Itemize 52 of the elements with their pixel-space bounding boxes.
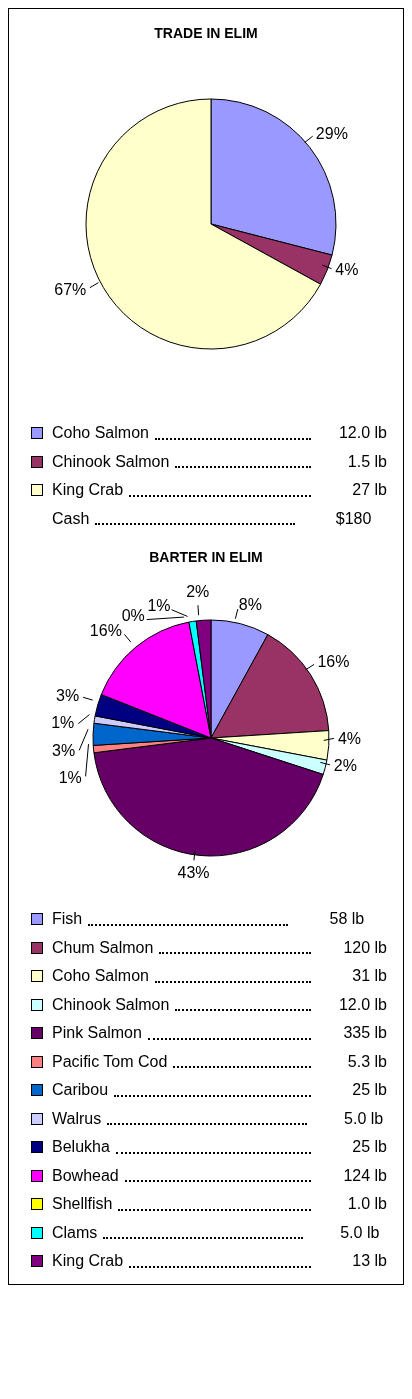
data-label: 1% [51, 714, 75, 732]
data-label: 1% [58, 768, 82, 786]
text: 13 lb [351, 1252, 387, 1271]
data-label: 8% [238, 596, 262, 614]
data-label: 16% [317, 653, 350, 671]
legend-label: King Crab [52, 1252, 124, 1271]
text: 31 lb [351, 967, 387, 986]
text: 27 lb [351, 481, 387, 500]
text: 1.5 lb [346, 452, 387, 471]
legend-label: Chum Salmon [52, 938, 154, 957]
data-label: 2% [186, 583, 210, 601]
data-label: 4% [337, 729, 362, 747]
text: 5.3 lb [346, 1052, 387, 1071]
data-label: 16% [89, 622, 122, 640]
legend-label: Bowhead [52, 1166, 119, 1185]
text: 12.0 lb [337, 995, 387, 1014]
chart-title: TRADE IN ELIM [153, 24, 259, 43]
data-label: 4% [335, 261, 359, 279]
data-label: 67% [54, 280, 87, 298]
legend-label: Pink Salmon [52, 1024, 142, 1043]
data-label: 43% [177, 864, 210, 882]
legend-label: Caribou [52, 1081, 109, 1100]
text: 1.0 lb [346, 1195, 387, 1214]
text: $180 [334, 509, 372, 528]
data-label: 2% [333, 756, 357, 774]
text: 25 lb [351, 1081, 387, 1100]
data-label: 3% [52, 741, 76, 759]
text: 124 lb [342, 1166, 387, 1185]
legend-label: Chinook Salmon [52, 995, 170, 1014]
text: 5.0 lb [343, 1109, 384, 1128]
text: 120 lb [342, 938, 387, 957]
text: 5.0 lb [339, 1223, 380, 1242]
legend-label: King Crab [52, 481, 124, 500]
text: 0% [121, 607, 145, 625]
text: 12.0 lb [337, 424, 387, 443]
legend-label: Coho Salmon [52, 424, 149, 443]
chart-title: BARTER IN ELIM [148, 548, 264, 567]
legend-label: Shellfish [52, 1195, 113, 1214]
legend-label: Fish [52, 910, 83, 929]
data-label: 1% [147, 596, 171, 614]
text: 25 lb [351, 1138, 387, 1157]
text: 335 lb [342, 1024, 387, 1043]
legend-label: Pacific Tom Cod [52, 1052, 168, 1071]
legend-label: Coho Salmon [52, 967, 149, 986]
legend-label: Walrus [52, 1109, 102, 1128]
legend-label: Clams [52, 1223, 98, 1242]
legend-label: Chinook Salmon [52, 452, 170, 471]
data-label: 3% [56, 687, 80, 705]
data-label: 29% [315, 124, 348, 142]
legend-label: Belukha [52, 1138, 110, 1157]
text: 58 lb [328, 910, 365, 929]
text: Cash [52, 509, 90, 528]
